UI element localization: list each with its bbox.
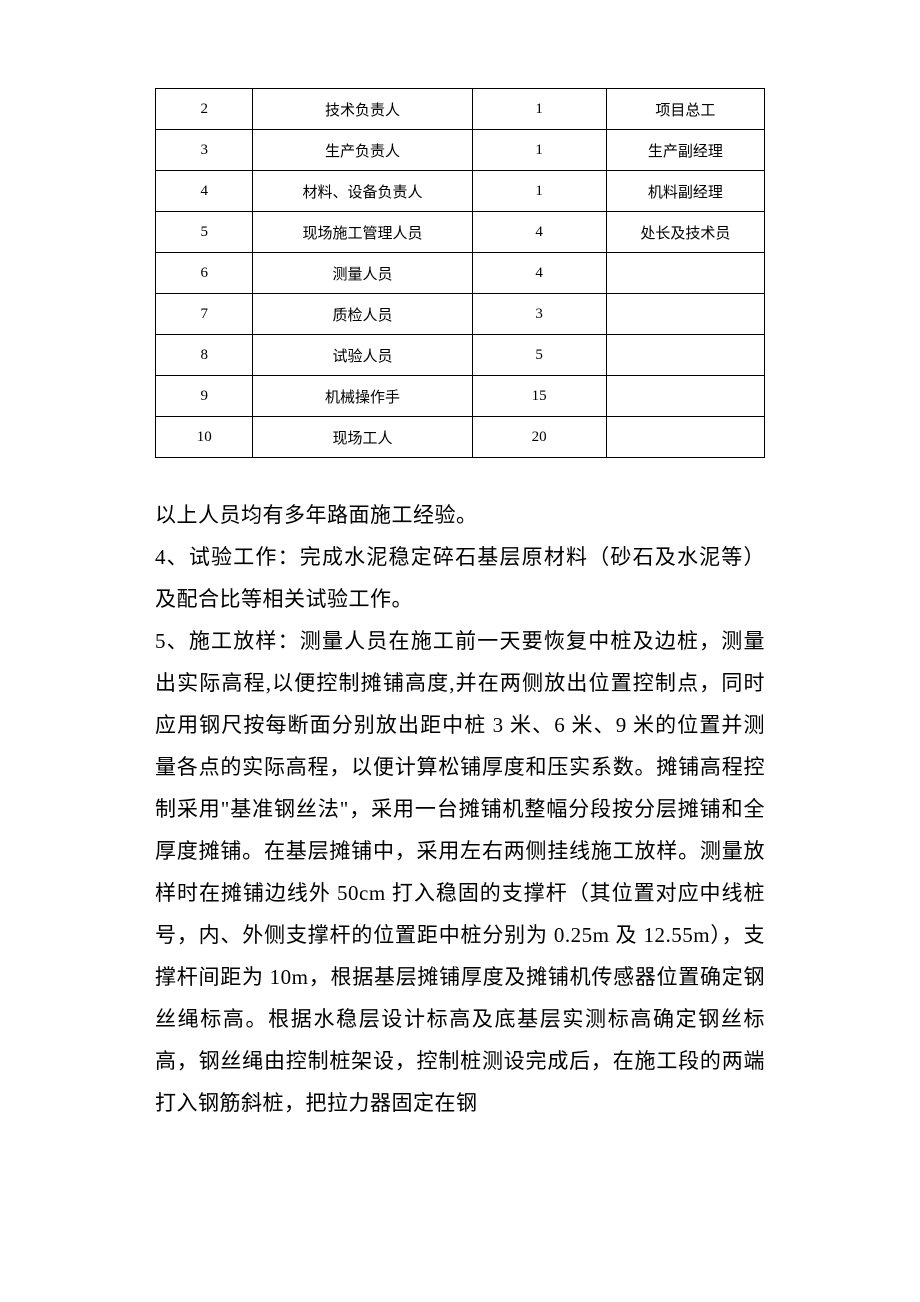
table-row: 7 质检人员 3 [156, 294, 765, 335]
cell-idx: 4 [156, 171, 253, 212]
cell-remark: 生产副经理 [606, 130, 764, 171]
cell-remark [606, 253, 764, 294]
table-row: 2 技术负责人 1 项目总工 [156, 89, 765, 130]
cell-idx: 10 [156, 417, 253, 458]
cell-count: 3 [472, 294, 606, 335]
cell-count: 1 [472, 130, 606, 171]
cell-idx: 7 [156, 294, 253, 335]
cell-remark [606, 376, 764, 417]
paragraph-item-5: 5、施工放样：测量人员在施工前一天要恢复中桩及边桩，测量出实际高程,以便控制摊铺… [155, 620, 765, 1124]
table-body: 2 技术负责人 1 项目总工 3 生产负责人 1 生产副经理 4 材料、设备负责… [156, 89, 765, 458]
paragraph-experience: 以上人员均有多年路面施工经验。 [155, 494, 765, 536]
cell-role: 试验人员 [253, 335, 472, 376]
table-row: 4 材料、设备负责人 1 机料副经理 [156, 171, 765, 212]
cell-idx: 9 [156, 376, 253, 417]
cell-idx: 6 [156, 253, 253, 294]
table-row: 9 机械操作手 15 [156, 376, 765, 417]
cell-idx: 3 [156, 130, 253, 171]
cell-role: 材料、设备负责人 [253, 171, 472, 212]
cell-count: 1 [472, 89, 606, 130]
cell-remark [606, 335, 764, 376]
cell-remark: 项目总工 [606, 89, 764, 130]
cell-role: 测量人员 [253, 253, 472, 294]
cell-count: 15 [472, 376, 606, 417]
cell-count: 4 [472, 253, 606, 294]
cell-role: 质检人员 [253, 294, 472, 335]
cell-remark [606, 294, 764, 335]
cell-count: 20 [472, 417, 606, 458]
cell-count: 4 [472, 212, 606, 253]
cell-role: 现场施工管理人员 [253, 212, 472, 253]
cell-idx: 2 [156, 89, 253, 130]
paragraph-item-4: 4、试验工作：完成水泥稳定碎石基层原材料（砂石及水泥等）及配合比等相关试验工作。 [155, 536, 765, 620]
table-row: 6 测量人员 4 [156, 253, 765, 294]
table-row: 10 现场工人 20 [156, 417, 765, 458]
document-page: 2 技术负责人 1 项目总工 3 生产负责人 1 生产副经理 4 材料、设备负责… [0, 0, 920, 1184]
cell-idx: 8 [156, 335, 253, 376]
cell-remark: 机料副经理 [606, 171, 764, 212]
cell-role: 技术负责人 [253, 89, 472, 130]
cell-remark: 处长及技术员 [606, 212, 764, 253]
cell-idx: 5 [156, 212, 253, 253]
cell-count: 1 [472, 171, 606, 212]
table-row: 5 现场施工管理人员 4 处长及技术员 [156, 212, 765, 253]
table-row: 3 生产负责人 1 生产副经理 [156, 130, 765, 171]
cell-role: 现场工人 [253, 417, 472, 458]
cell-remark [606, 417, 764, 458]
table-row: 8 试验人员 5 [156, 335, 765, 376]
cell-role: 生产负责人 [253, 130, 472, 171]
cell-role: 机械操作手 [253, 376, 472, 417]
personnel-table: 2 技术负责人 1 项目总工 3 生产负责人 1 生产副经理 4 材料、设备负责… [155, 88, 765, 458]
cell-count: 5 [472, 335, 606, 376]
